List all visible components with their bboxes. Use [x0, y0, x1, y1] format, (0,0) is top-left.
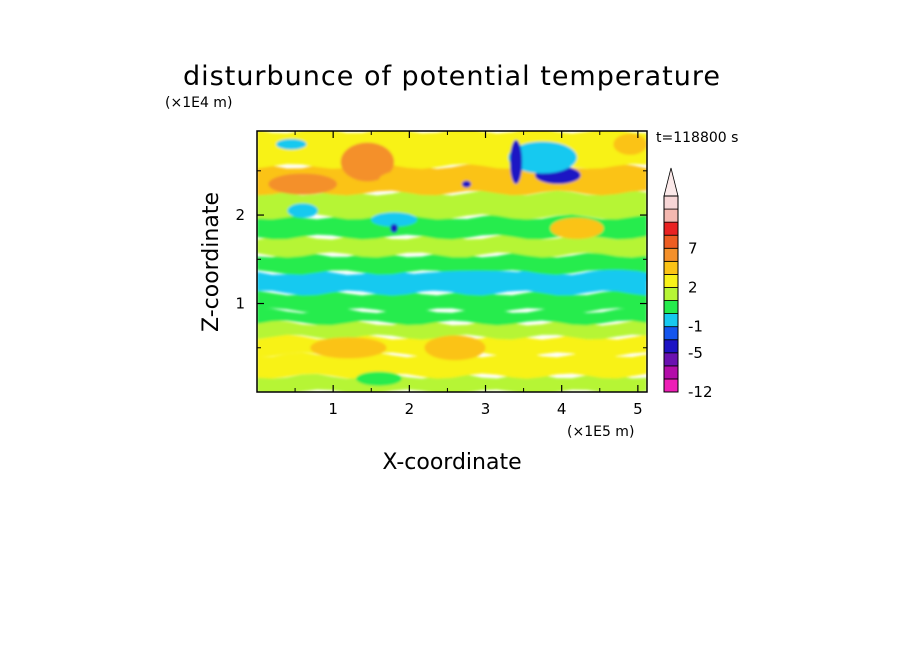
field-band — [257, 352, 647, 379]
colorbar-tick-label: 2 — [688, 278, 698, 296]
colorbar-segment — [663, 260, 679, 275]
field-blob — [276, 139, 307, 150]
field-band — [257, 234, 647, 258]
colorbar-tick-label: 7 — [688, 239, 698, 257]
field-blob — [264, 276, 326, 287]
y-tick-label: 2 — [235, 206, 245, 224]
colorbar-extend-arrow — [663, 167, 679, 197]
colorbar-segment — [663, 339, 679, 354]
y-scale-label: (×1E4 m) — [165, 95, 232, 111]
y-tick-label: 1 — [235, 295, 245, 313]
field-blob — [508, 141, 577, 174]
colorbar-segment — [663, 287, 679, 301]
field-blob — [356, 371, 402, 386]
colorbar-frame — [663, 195, 679, 393]
x-tick-label: 5 — [633, 400, 643, 418]
chart-title: disturbunce of potential temperature — [183, 61, 721, 92]
colorbar-segment — [663, 300, 679, 314]
field-band — [257, 320, 647, 340]
x-tick-label: 3 — [481, 400, 491, 418]
x-tick-label: 4 — [557, 400, 567, 418]
colorbar-segment — [663, 365, 679, 380]
colorbar-segment — [663, 208, 679, 223]
colorbar: -12-5-127 — [663, 167, 713, 401]
y-axis-label: Z-coordinate — [199, 192, 224, 332]
colorbar-segment — [663, 326, 679, 341]
field-blob — [390, 223, 398, 233]
field-blob — [287, 203, 318, 218]
field-band — [257, 252, 647, 275]
x-tick-label: 1 — [328, 400, 338, 418]
time-label: t=118800 s — [656, 130, 738, 146]
field-band — [257, 131, 647, 169]
colorbar-segment — [663, 352, 679, 367]
colorbar-tick-label: -1 — [688, 318, 703, 336]
field-band — [257, 190, 647, 220]
x-axis-label: X-coordinate — [382, 450, 521, 475]
field-blob — [371, 212, 417, 227]
colorbar-tick-label: -5 — [688, 344, 703, 362]
field-blob — [509, 139, 523, 185]
field-blob — [310, 337, 387, 359]
field-layer — [257, 131, 647, 392]
field-blob — [386, 270, 570, 292]
x-tick-label: 2 — [405, 400, 415, 418]
field-blob — [576, 269, 647, 285]
field-blob — [613, 133, 647, 155]
y-axis-ticks: 12 — [235, 170, 647, 349]
field-band — [257, 214, 647, 240]
colorbar-segment — [663, 195, 679, 210]
x-scale-label: (×1E5 m) — [567, 424, 634, 440]
field-blob — [424, 335, 486, 361]
field-blob — [461, 180, 472, 188]
heatmap-field — [257, 131, 647, 392]
field-band — [257, 308, 647, 326]
colorbar-segment — [663, 247, 679, 262]
field-blob — [550, 217, 604, 239]
colorbar-segment — [663, 378, 679, 393]
x-axis-ticks: 1 2 3 4 5 — [294, 131, 643, 418]
colorbar-tick-label: -12 — [688, 383, 713, 401]
colorbar-segment — [663, 273, 679, 288]
colorbar-segment — [663, 313, 679, 328]
field-blob — [340, 142, 395, 182]
colorbar-segment — [663, 221, 679, 236]
plot-frame — [256, 130, 648, 393]
field-band — [257, 290, 647, 314]
field-blob — [268, 173, 338, 195]
colorbar-segment — [663, 234, 679, 249]
field-blob — [378, 169, 456, 191]
